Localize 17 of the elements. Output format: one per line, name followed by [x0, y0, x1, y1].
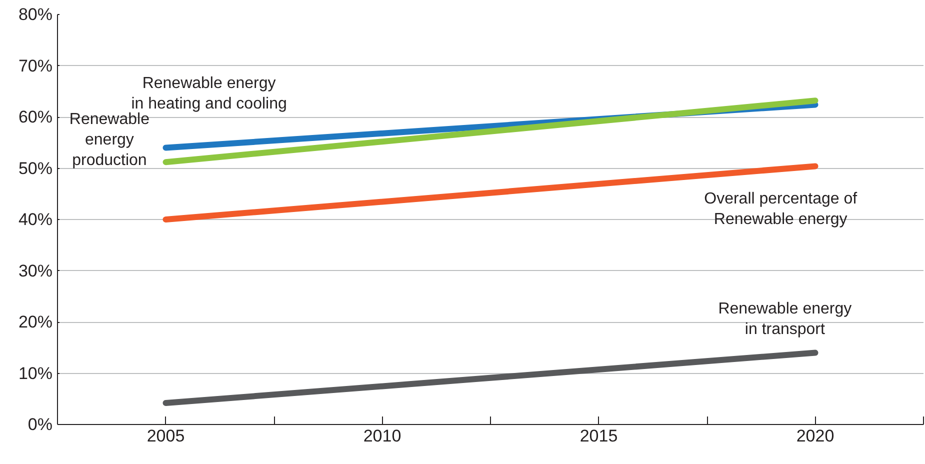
series-label: Renewable energy in transport	[718, 300, 852, 338]
series-label: Renewable energy in heating and cooling	[131, 75, 287, 113]
y-tick-label: 0%	[28, 415, 53, 434]
y-tick-label: 50%	[18, 158, 53, 178]
x-tick-label: 2005	[146, 426, 185, 446]
y-tick-label: 80%	[18, 5, 53, 24]
x-tick-label: 2010	[363, 426, 402, 446]
y-tick-label: 70%	[18, 56, 53, 76]
y-tick-label: 30%	[18, 261, 53, 280]
x-tick-label: 2015	[580, 426, 618, 446]
y-tick-label: 20%	[18, 312, 53, 332]
y-tick-label: 40%	[18, 210, 53, 229]
x-tick-label: 2020	[796, 426, 834, 446]
series-label: Overall percentage of Renewable energy	[704, 190, 858, 228]
y-tick-label: 10%	[18, 364, 53, 383]
series-label: Renewable energy production	[69, 111, 150, 169]
y-tick-label: 60%	[18, 108, 53, 126]
